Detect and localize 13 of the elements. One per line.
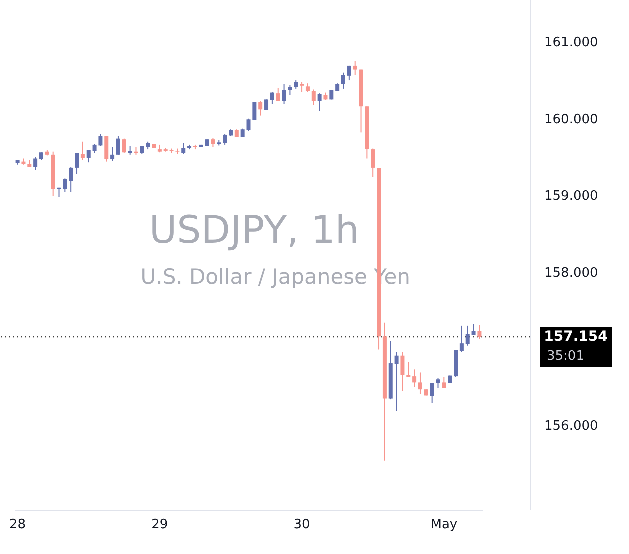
candlestick [176, 148, 180, 155]
y-tick-label: 161.000 [544, 36, 598, 51]
x-tick-label: 30 [294, 518, 310, 532]
y-tick-label: 156.000 [544, 419, 598, 434]
y-tick-label: 159.000 [544, 189, 598, 204]
x-tick-label: 29 [152, 518, 168, 532]
text: 35:01 [547, 349, 584, 364]
ref-line-label: 157.154 [544, 329, 608, 346]
y-tick-label: 160.000 [544, 112, 598, 128]
text: USDJPY, 1h [149, 208, 360, 252]
y-tick-label: 158.000 [544, 266, 598, 281]
x-tick-label: May [430, 518, 458, 532]
x-tick-label: 28 [10, 518, 26, 532]
